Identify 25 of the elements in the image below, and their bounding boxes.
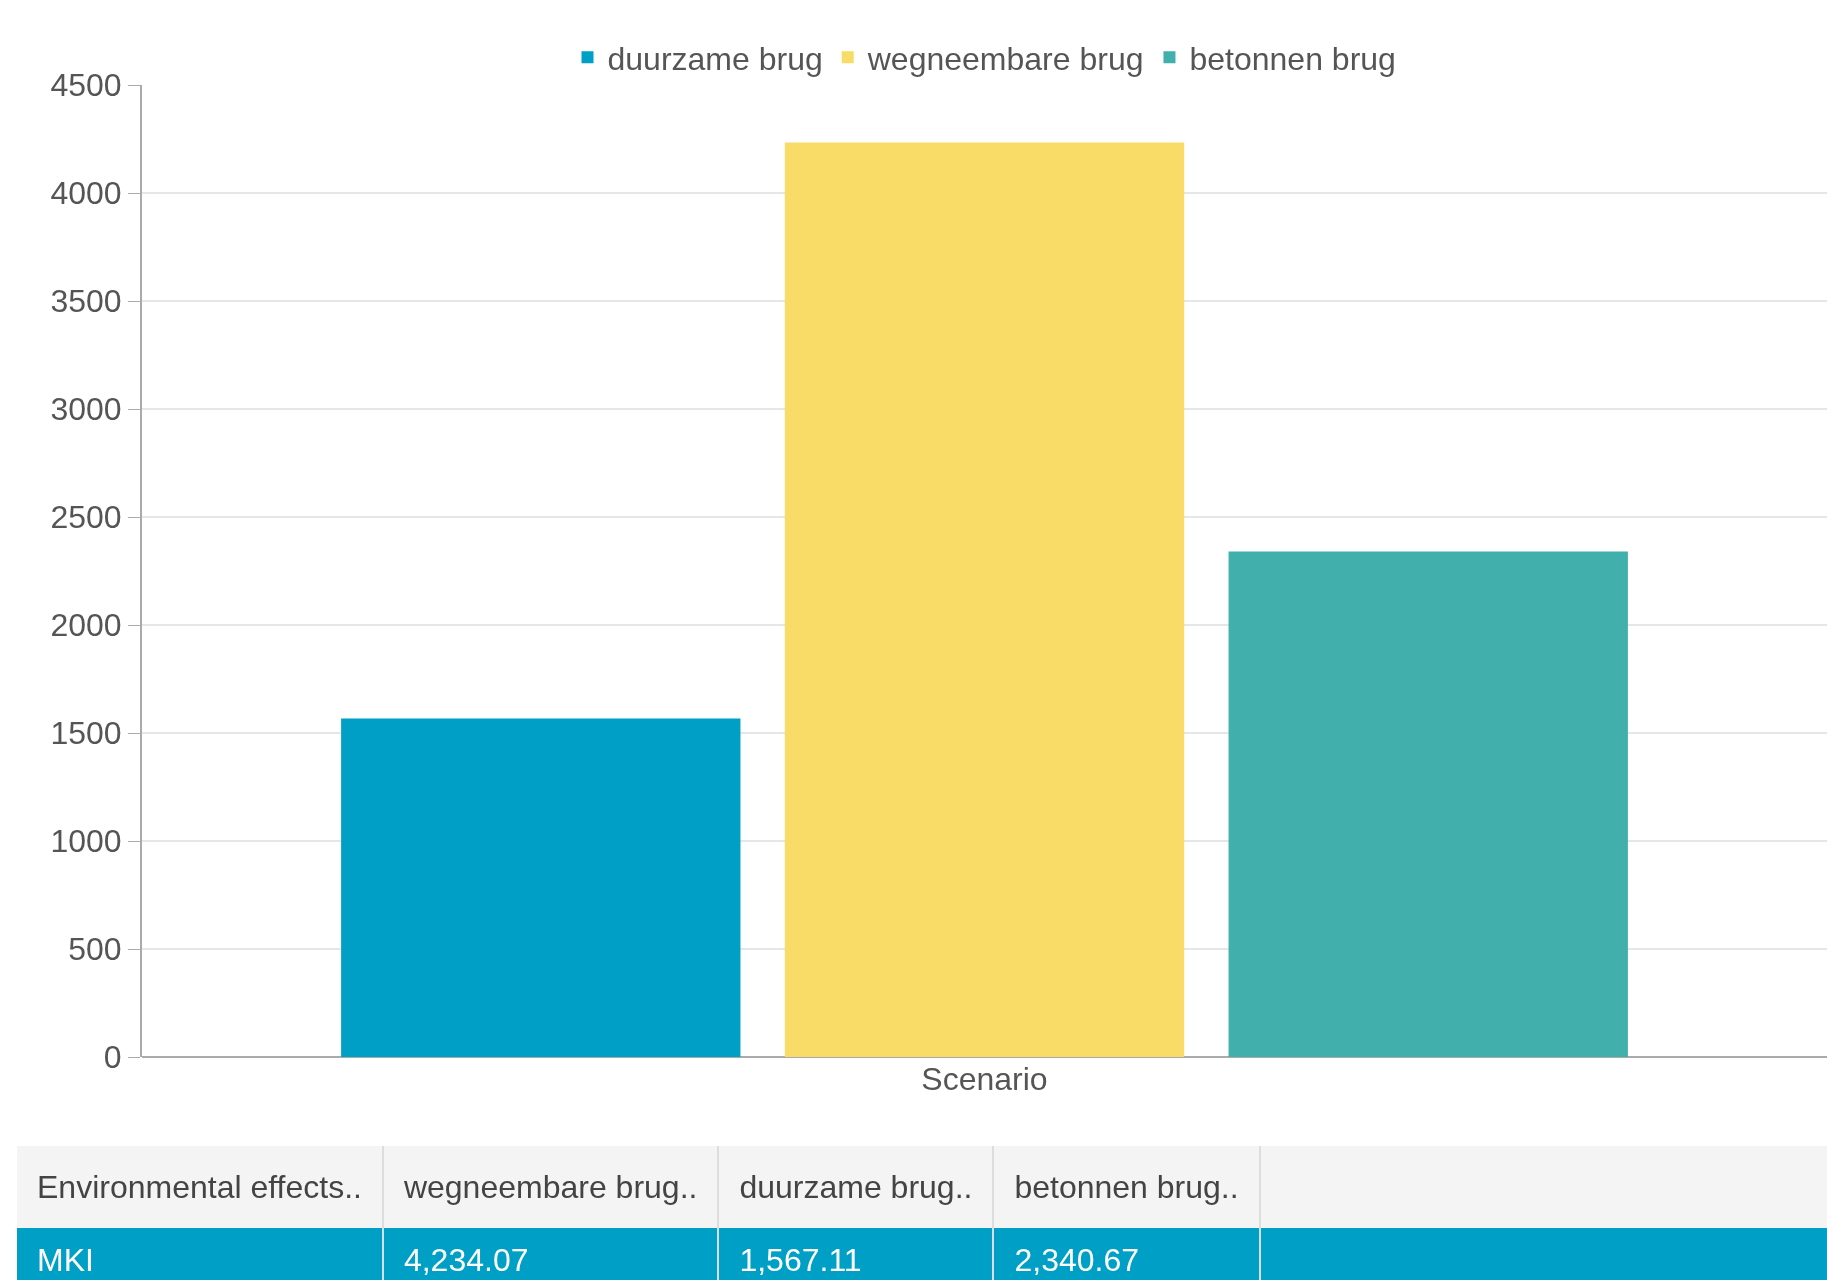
y-tick-label: 1000 [50,823,122,860]
text: MKI [17,1228,383,1280]
bar [1228,551,1628,1057]
text: 1,567.11 [718,1228,994,1280]
text: wegneembare brug.. [382,1146,719,1228]
y-tick-label: 4500 [50,67,122,104]
text: betonnen brug.. [993,1146,1260,1228]
text: 2,340.67 [993,1228,1260,1280]
x-tick-label: Scenario [921,1061,1048,1097]
text: duurzame brug.. [718,1146,994,1228]
bar [784,142,1185,1057]
y-tick-label: 1500 [50,715,122,752]
y-tick-label: 3000 [50,391,122,428]
y-tick-label: 500 [68,931,122,968]
text: Environmental effects.. [17,1146,383,1228]
legend-label: duurzame brug [607,40,823,77]
legend-label: betonnen brug [1189,40,1396,77]
bar [341,718,741,1057]
legend-label: wegneembare brug [866,40,1144,77]
y-tick-label: 2500 [50,499,122,536]
text: 4,234.07 [382,1228,719,1280]
y-tick-label: 2000 [50,607,122,644]
y-tick-label: 0 [103,1039,122,1076]
y-tick-label: 3500 [50,283,122,320]
y-tick-label: 4000 [50,175,122,212]
